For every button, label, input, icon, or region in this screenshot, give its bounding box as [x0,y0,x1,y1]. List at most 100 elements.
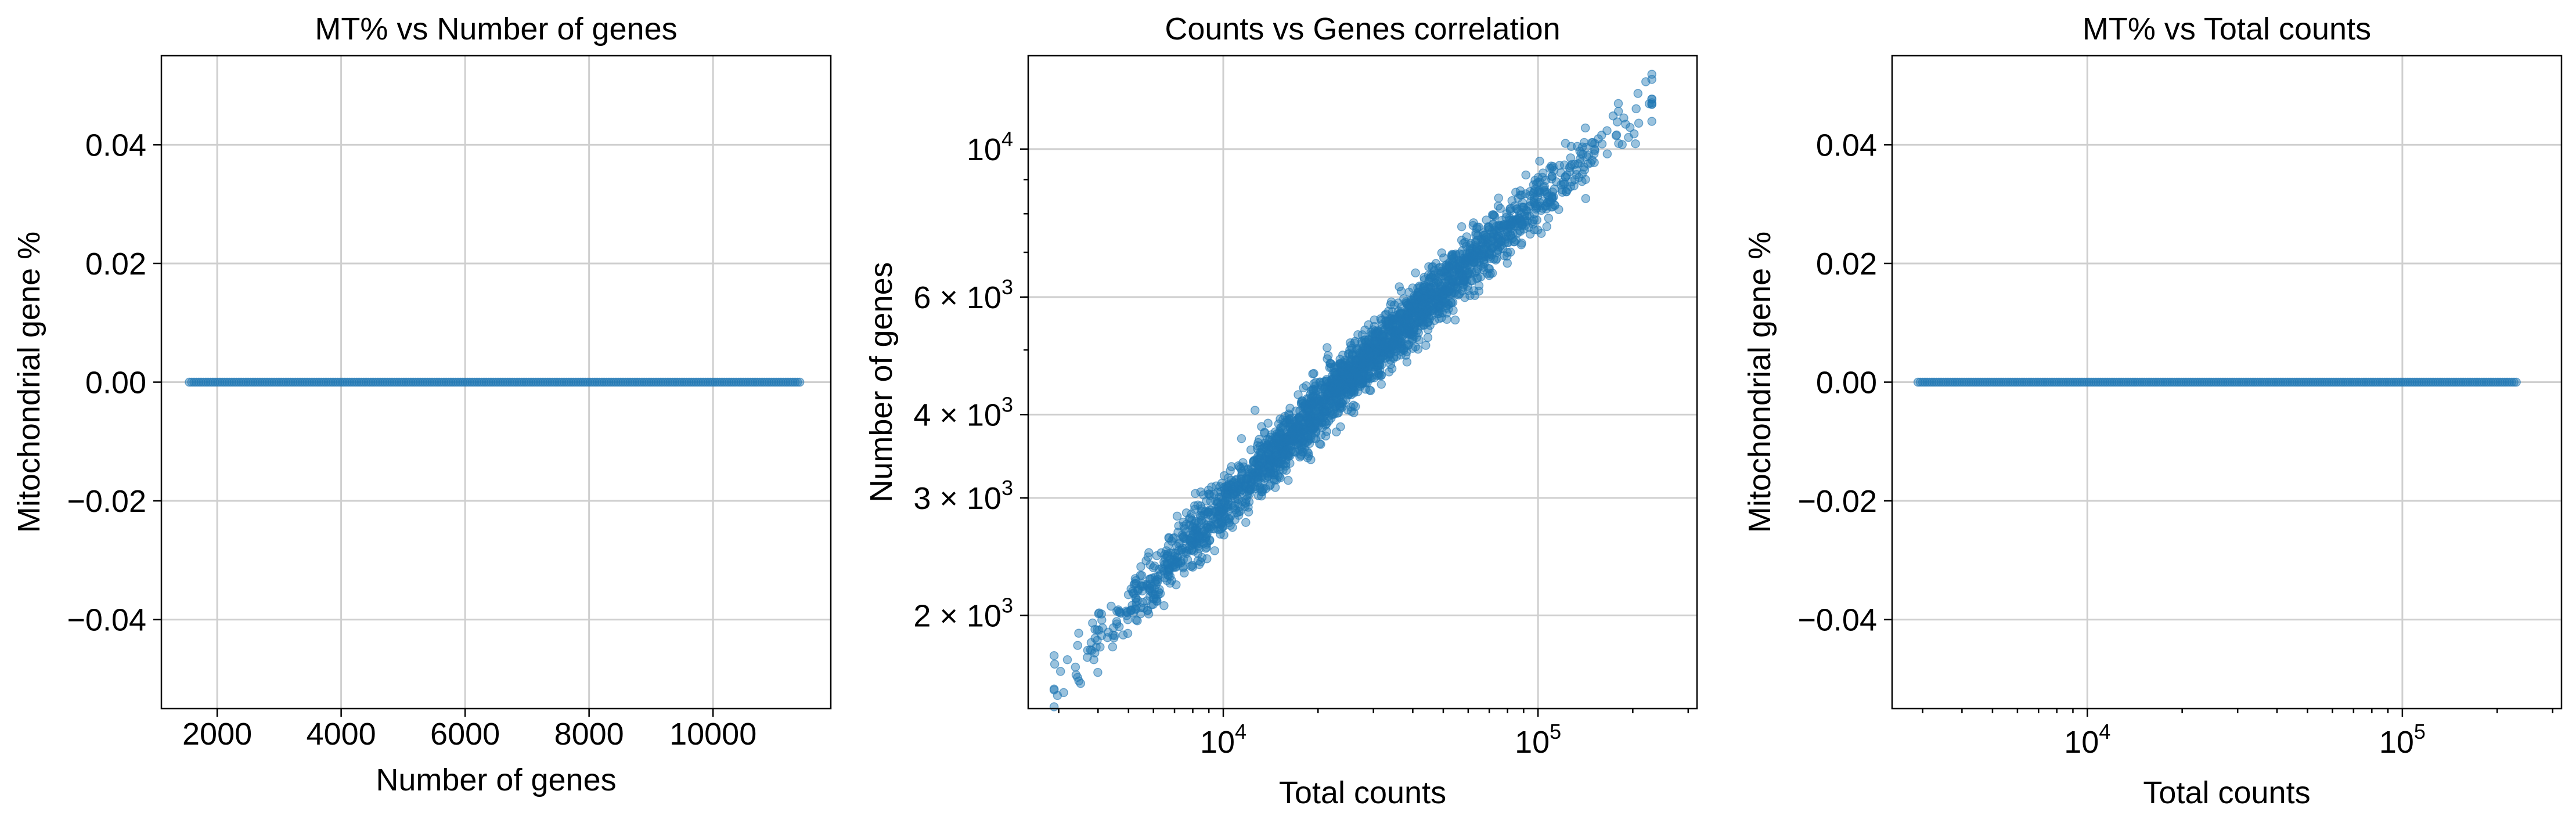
scatter-point [1392,326,1402,335]
scatter-point [1229,489,1238,499]
scatter-point [1257,458,1266,468]
scatter-point [314,377,324,387]
scatter-point [545,377,554,387]
scatter-point [779,377,788,387]
scatter-point [1613,99,1623,109]
panel-1-title: MT% vs Number of genes [315,12,677,46]
scatter-point [385,377,394,387]
scatter-point [1191,489,1200,499]
scatter-point [418,377,427,387]
scatter-point [1154,587,1163,597]
scatter-point [307,377,316,387]
panel-2-ytick-label-base: 4 × 10 [913,398,1001,432]
scatter-point [201,377,211,387]
scatter-point [1489,229,1498,239]
scatter-point [267,377,276,387]
scatter-point [444,377,453,387]
scatter-point [1533,225,1543,235]
scatter-point [258,377,267,387]
scatter-point [1458,269,1467,279]
scatter-point [333,377,343,387]
panel-1-ytick-label: 0.02 [85,247,146,281]
scatter-point [1109,623,1118,633]
scatter-point [1573,159,1583,169]
scatter-point [234,377,244,387]
scatter-point [618,377,628,387]
scatter-point [1228,522,1237,532]
scatter-point [281,377,291,387]
scatter-point [1360,335,1370,345]
scatter-point [453,377,463,387]
panel-3-title: MT% vs Total counts [2083,12,2371,46]
scatter-point [215,377,225,387]
scatter-point [642,377,651,387]
scatter-point [1536,229,1546,238]
scatter-point [1197,504,1206,514]
scatter-point [1284,436,1293,446]
scatter-point [786,377,795,387]
scatter-point [1517,239,1526,248]
scatter-point [1274,440,1284,450]
scatter-point [383,377,392,387]
scatter-point [1194,544,1204,554]
scatter-point [1241,518,1251,527]
panel-1-ylabel: Mitochondrial gene % [12,232,46,533]
scatter-point [1473,273,1483,283]
scatter-point [1217,517,1226,526]
scatter-point [675,377,684,387]
scatter-point [656,377,665,387]
scatter-point [1476,254,1486,263]
scatter-point [286,377,296,387]
scatter-point [679,377,689,387]
scatter-point [1529,215,1539,225]
scatter-point [1049,651,1059,660]
scatter-point [1631,104,1641,114]
scatter-point [604,377,614,387]
panel-1-xtick-label: 10000 [669,717,756,752]
scatter-point [265,377,274,387]
panel-2-ylabel: Number of genes [864,262,899,502]
scatter-point [1300,401,1309,411]
scatter-point [1055,667,1065,676]
scatter-point [774,377,783,387]
scatter-point [1613,107,1623,116]
scatter-point [260,377,269,387]
scatter-point [772,377,781,387]
panel-1-ytick-label: −0.04 [67,603,146,638]
scatter-point [682,377,691,387]
scatter-point [411,377,420,387]
scatter-point [373,377,383,387]
scatter-point [1535,156,1544,166]
scatter-point [1305,425,1314,435]
panel-1-ytick-label: −0.02 [67,484,146,519]
panel-3-ytick-label: 0.02 [1816,247,1877,281]
scatter-point [321,377,331,387]
scatter-point [1340,382,1350,391]
scatter-point [1530,185,1540,194]
scatter-point [1397,302,1406,312]
scatter-point [430,377,439,387]
scatter-point [710,377,720,387]
scatter-point [328,377,338,387]
scatter-point [1449,305,1458,315]
scatter-point [420,377,430,387]
scatter-point [1410,300,1419,310]
scatter-point [637,377,647,387]
scatter-point [1377,380,1386,389]
scatter-point [1581,194,1591,203]
scatter-point [465,377,474,387]
scatter-point [1330,370,1340,380]
scatter-point [543,377,552,387]
scatter-point [1414,335,1424,345]
scatter-point [272,377,282,387]
scatter-point [239,377,248,387]
scatter-point [1370,373,1379,382]
scatter-point [1122,607,1132,617]
scatter-point [403,377,413,387]
scatter-point [788,377,798,387]
scatter-point [1439,253,1449,263]
scatter-point [467,377,477,387]
panel-2-ytick-label: 4 × 103 [913,392,1013,432]
scatter-point [1413,344,1423,354]
